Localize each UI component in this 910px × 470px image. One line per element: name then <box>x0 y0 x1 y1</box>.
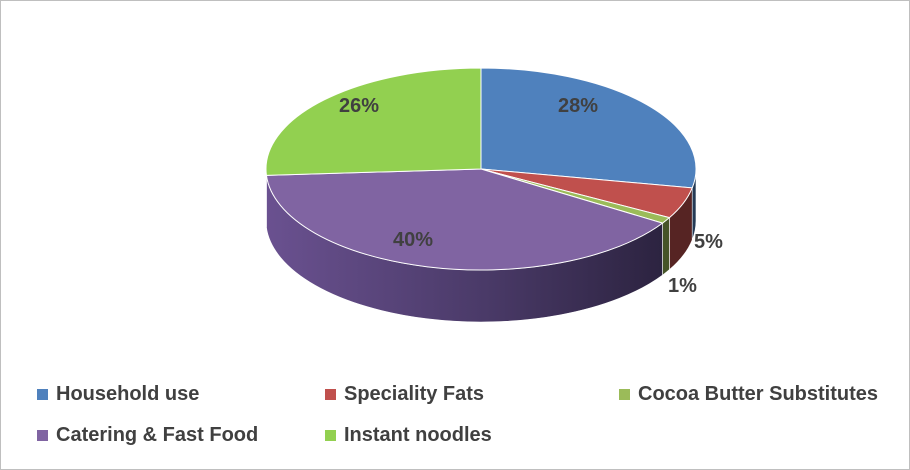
pie-slice-household-use <box>480 67 697 189</box>
data-label-instant-noodles: 26% <box>339 95 379 117</box>
data-label-household-use: 28% <box>558 95 598 117</box>
data-label-catering-fast-food: 40% <box>393 229 433 251</box>
pie-slice-instant-noodles <box>265 67 482 176</box>
data-label-cocoa-butter-substitutes: 1% <box>668 275 697 297</box>
data-label-speciality-fats: 5% <box>694 231 723 253</box>
pie-side-cocoa-butter-substitutes <box>662 217 670 276</box>
pie-slice-catering-fast-food <box>265 168 664 271</box>
